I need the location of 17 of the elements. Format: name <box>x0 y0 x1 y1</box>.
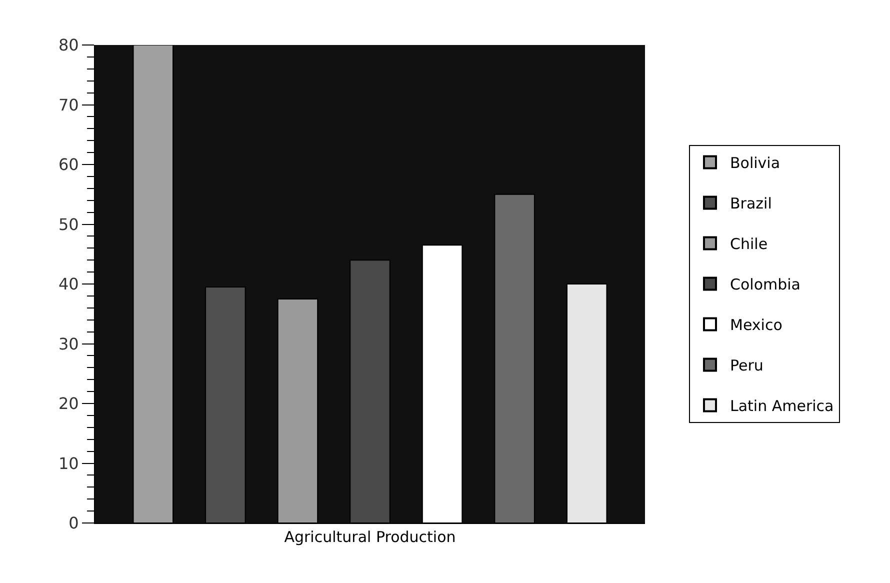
y-tick-label: 20 <box>58 394 79 414</box>
y-tick-label: 80 <box>58 36 79 55</box>
legend-label: Brazil <box>730 194 772 213</box>
legend-label: Mexico <box>730 316 782 334</box>
legend-label: Peru <box>730 356 764 375</box>
legend-label: Bolivia <box>730 154 780 172</box>
y-tick-label: 30 <box>58 334 79 354</box>
legend-label: Latin America <box>730 397 834 416</box>
legend-label: Colombia <box>730 276 800 294</box>
y-tick-label: 40 <box>58 274 79 294</box>
y-tick-label: 10 <box>58 454 79 473</box>
legend-label: Chile <box>730 235 768 254</box>
y-tick-label: 0 <box>68 514 79 533</box>
y-tick-label: 70 <box>58 95 79 114</box>
y-tick-label: 60 <box>58 155 79 174</box>
x-tick-label: Agricultural Production <box>284 528 456 546</box>
y-tick-label: 50 <box>58 214 79 234</box>
